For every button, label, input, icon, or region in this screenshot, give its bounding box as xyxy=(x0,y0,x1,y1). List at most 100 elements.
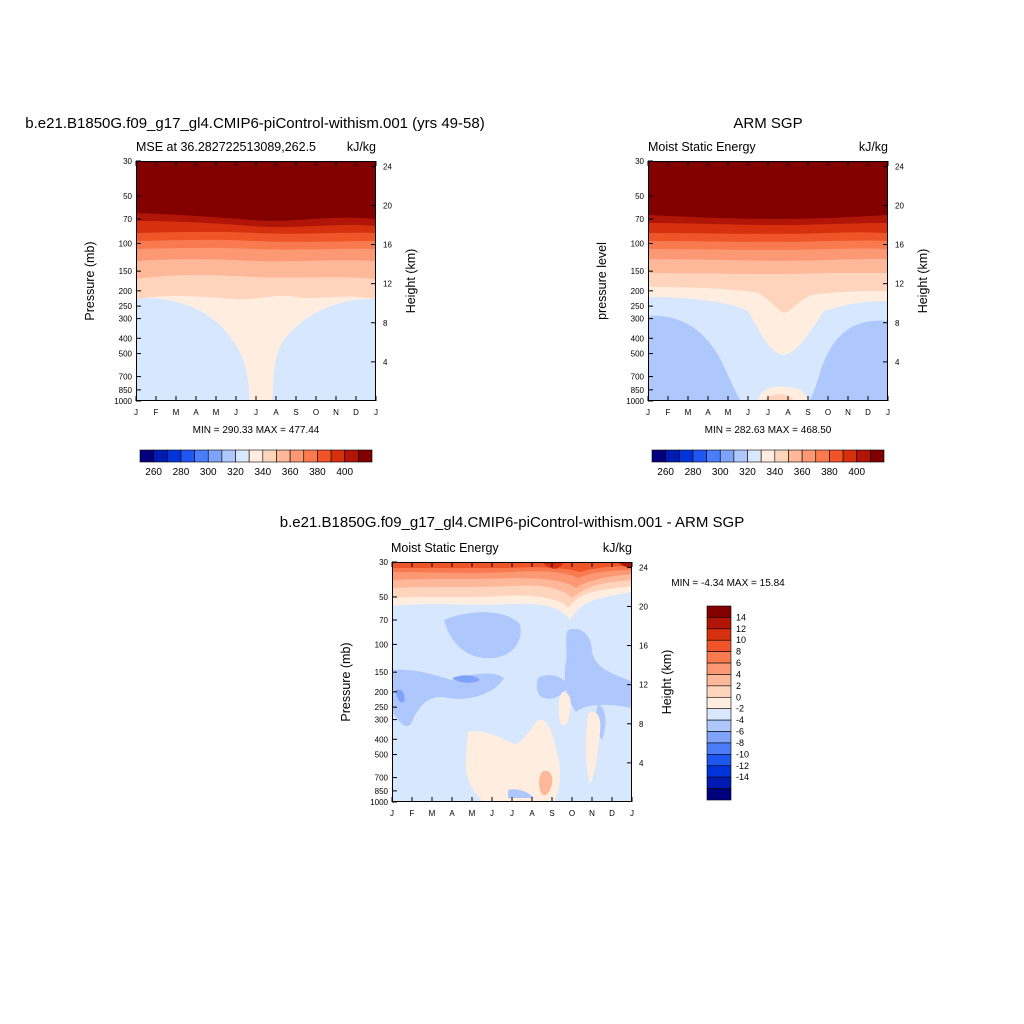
y-axis-label: Pressure (mb) xyxy=(83,241,97,320)
y-tick-label: 300 xyxy=(375,716,389,725)
y-tick-label: 850 xyxy=(119,386,133,395)
colorbar-swatch xyxy=(180,449,195,463)
min-max-label: MIN = 282.63 MAX = 468.50 xyxy=(705,425,832,436)
colorbar-swatch xyxy=(166,449,182,463)
colorbar-tick-label: 10 xyxy=(736,635,746,645)
colorbar-swatch xyxy=(248,449,264,463)
y-tick-label: 50 xyxy=(123,192,132,201)
colorbar-swatch xyxy=(733,449,748,463)
colorbar-swatch xyxy=(706,449,721,463)
y-tick-label: 100 xyxy=(631,239,645,248)
colorbar-tick-label: 260 xyxy=(657,467,674,478)
panel-units: kJ/kg xyxy=(347,140,376,154)
y-tick-label: 400 xyxy=(631,334,645,343)
y-tick-label-right: 20 xyxy=(639,602,648,611)
y-tick-label-right: 12 xyxy=(895,280,904,289)
x-tick-label: F xyxy=(154,408,159,417)
y-tick-label: 30 xyxy=(635,157,644,166)
y-tick-label-right: 16 xyxy=(383,241,392,250)
colorbar-swatch xyxy=(706,674,732,687)
colorbar-swatch xyxy=(774,449,789,463)
colorbar-tick-label: -2 xyxy=(736,704,744,714)
y-tick-label: 100 xyxy=(375,640,389,649)
colorbar-tick-label: 280 xyxy=(685,467,702,478)
y-tick-label-right: 20 xyxy=(895,201,904,210)
y-tick-label: 250 xyxy=(119,302,133,311)
y-tick-label: 70 xyxy=(123,215,132,224)
x-tick-label: A xyxy=(529,809,535,818)
y-tick-label: 500 xyxy=(119,350,133,359)
y-axis-label-right: Height (km) xyxy=(916,249,930,314)
y-axis-label: Pressure (mb) xyxy=(339,642,353,721)
y-tick-label-right: 4 xyxy=(383,358,388,367)
x-tick-label: F xyxy=(666,408,671,417)
colorbar-tick-label: 400 xyxy=(336,467,353,478)
colorbar-swatch xyxy=(829,449,844,463)
y-tick-label: 700 xyxy=(631,373,645,382)
colorbar-swatch xyxy=(692,449,707,463)
y-tick-label-right: 24 xyxy=(895,162,904,171)
y-tick-label: 250 xyxy=(375,703,389,712)
colorbar-swatch xyxy=(153,449,168,463)
colorbar-swatch xyxy=(706,776,732,789)
x-tick-label: N xyxy=(845,408,851,417)
colorbar-swatch xyxy=(262,449,277,463)
y-tick-label-right: 8 xyxy=(895,319,900,328)
colorbar-swatch xyxy=(706,639,732,652)
colorbar-tick-label: 400 xyxy=(848,467,865,478)
panel-title: ARM SGP xyxy=(733,115,802,132)
colorbar-swatch xyxy=(706,731,732,744)
colorbar-tick-label: 2 xyxy=(736,681,741,691)
colorbar-swatch xyxy=(221,449,236,463)
x-tick-label: D xyxy=(865,408,871,417)
colorbar-tick-label: 8 xyxy=(736,647,741,657)
y-tick-label-right: 16 xyxy=(639,642,648,651)
y-tick-label-right: 8 xyxy=(639,720,644,729)
y-axis-label-right: Height (km) xyxy=(404,249,418,314)
y-tick-label: 200 xyxy=(119,287,133,296)
colorbar-swatch xyxy=(706,628,732,641)
y-tick-label: 400 xyxy=(119,334,133,343)
x-tick-label: O xyxy=(825,408,831,417)
colorbar-swatch xyxy=(706,662,732,675)
colorbar-tick-label: 380 xyxy=(309,467,326,478)
contour-plot xyxy=(648,161,888,401)
colorbar-swatch xyxy=(358,449,373,463)
y-tick-label: 100 xyxy=(119,239,133,248)
colorbar-swatch xyxy=(706,651,732,664)
panel-title: b.e21.B1850G.f09_g17_gl4.CMIP6-piControl… xyxy=(25,115,484,132)
colorbar-tick-label: -12 xyxy=(736,761,749,771)
y-tick-label: 70 xyxy=(635,215,644,224)
y-tick-label-right: 24 xyxy=(639,563,648,572)
y-tick-label: 1000 xyxy=(626,397,644,406)
colorbar-swatch xyxy=(235,449,250,463)
y-tick-label-right: 12 xyxy=(639,681,648,690)
contour-plot xyxy=(392,562,632,802)
x-tick-label: J xyxy=(254,408,258,417)
colorbar-swatch xyxy=(706,788,732,801)
x-tick-label: S xyxy=(549,809,554,818)
colorbar-swatch xyxy=(856,449,871,463)
y-tick-label-right: 20 xyxy=(383,201,392,210)
colorbar-tick-label: 4 xyxy=(736,669,741,679)
y-tick-label: 150 xyxy=(375,668,389,677)
panel-diff: b.e21.B1850G.f09_g17_gl4.CMIP6-piControl… xyxy=(280,514,785,818)
colorbar-tick-label: 0 xyxy=(736,692,741,702)
y-tick-label: 200 xyxy=(375,688,389,697)
colorbar-tick-label: -6 xyxy=(736,727,744,737)
min-max-label: MIN = -4.34 MAX = 15.84 xyxy=(671,578,785,589)
colorbar-swatch xyxy=(330,449,346,463)
x-tick-label: J xyxy=(886,408,890,417)
axes: J F M A M J J A S O N D J 30 50 70 100 150 200 250 300 400 500… xyxy=(370,558,648,818)
y-tick-label-right: 24 xyxy=(383,162,392,171)
colorbar-swatch xyxy=(344,449,359,463)
y-tick-label-right: 8 xyxy=(383,319,388,328)
colorbar-swatch xyxy=(706,685,732,698)
colorbar-tick-label: 12 xyxy=(736,624,746,634)
x-tick-label: N xyxy=(333,408,339,417)
y-tick-label: 70 xyxy=(379,616,388,625)
y-tick-label: 700 xyxy=(119,373,133,382)
colorbar-swatch xyxy=(289,449,305,463)
x-tick-label: M xyxy=(725,408,732,417)
x-tick-label: J xyxy=(510,809,514,818)
